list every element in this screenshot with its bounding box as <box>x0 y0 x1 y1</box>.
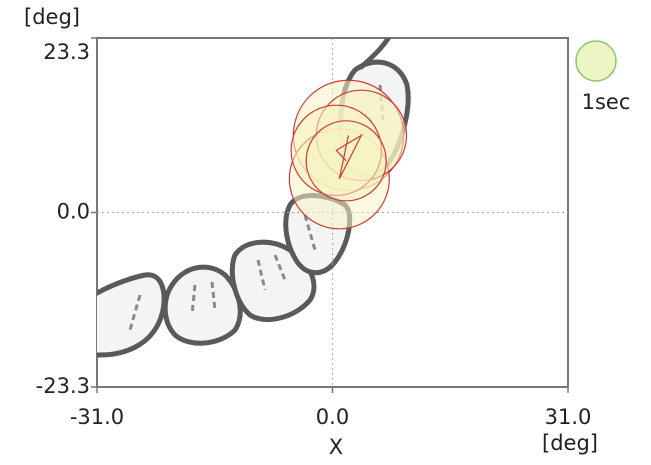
x-tick-label: -31.0 <box>70 405 124 429</box>
y-tick-label: -23.3 <box>36 374 90 398</box>
size-legend: 1sec <box>575 40 631 114</box>
x-axis-label: X <box>329 435 343 459</box>
legend-bubble <box>575 40 617 82</box>
scan-path <box>335 133 363 180</box>
bubbles <box>288 79 408 230</box>
y-axis-unit: [deg] <box>24 5 80 29</box>
legend-label: 1sec <box>582 90 631 114</box>
teeth-illustration <box>97 38 411 358</box>
x-axis-unit: [deg] <box>542 431 598 455</box>
x-tick-label: 31.0 <box>545 405 592 429</box>
y-tick-label: 23.3 <box>43 40 90 64</box>
y-tick-label: 0.0 <box>57 200 90 224</box>
x-tick-label: 0.0 <box>316 405 349 429</box>
